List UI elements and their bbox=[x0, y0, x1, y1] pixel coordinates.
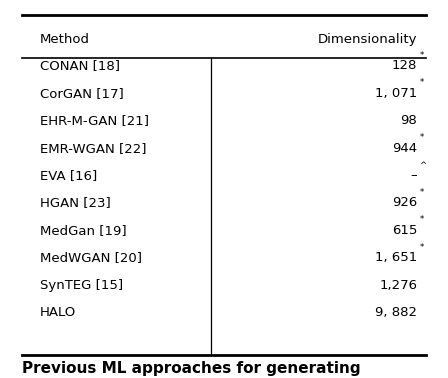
Text: *: * bbox=[419, 78, 424, 87]
Text: *: * bbox=[419, 188, 424, 197]
Text: *: * bbox=[419, 215, 424, 225]
Text: *: * bbox=[419, 133, 424, 142]
Text: 944: 944 bbox=[392, 141, 417, 155]
Text: 926: 926 bbox=[392, 197, 417, 209]
Text: HALO: HALO bbox=[39, 306, 76, 319]
Text: Method: Method bbox=[39, 33, 90, 46]
Text: 128: 128 bbox=[392, 59, 417, 72]
Text: CorGAN [17]: CorGAN [17] bbox=[39, 87, 123, 100]
Text: 1,276: 1,276 bbox=[379, 279, 417, 292]
Text: 9, 882: 9, 882 bbox=[375, 306, 417, 319]
Text: CONAN [18]: CONAN [18] bbox=[39, 59, 120, 72]
Text: *: * bbox=[419, 243, 424, 252]
Text: EMR-WGAN [22]: EMR-WGAN [22] bbox=[39, 141, 146, 155]
Text: –: – bbox=[411, 169, 417, 182]
Text: *: * bbox=[419, 51, 424, 60]
Text: 615: 615 bbox=[392, 224, 417, 237]
Text: Dimensionality: Dimensionality bbox=[318, 33, 417, 46]
Text: MedGan [19]: MedGan [19] bbox=[39, 224, 126, 237]
Text: MedWGAN [20]: MedWGAN [20] bbox=[39, 251, 142, 264]
Text: EVA [16]: EVA [16] bbox=[39, 169, 97, 182]
Text: SynTEG [15]: SynTEG [15] bbox=[39, 279, 123, 292]
Text: 1, 071: 1, 071 bbox=[375, 87, 417, 100]
Text: Previous ML approaches for generating: Previous ML approaches for generating bbox=[22, 361, 361, 376]
Text: EHR-M-GAN [21]: EHR-M-GAN [21] bbox=[39, 114, 149, 127]
Text: ^: ^ bbox=[419, 161, 426, 170]
Text: 1, 651: 1, 651 bbox=[375, 251, 417, 264]
Text: 98: 98 bbox=[401, 114, 417, 127]
Text: HGAN [23]: HGAN [23] bbox=[39, 197, 110, 209]
